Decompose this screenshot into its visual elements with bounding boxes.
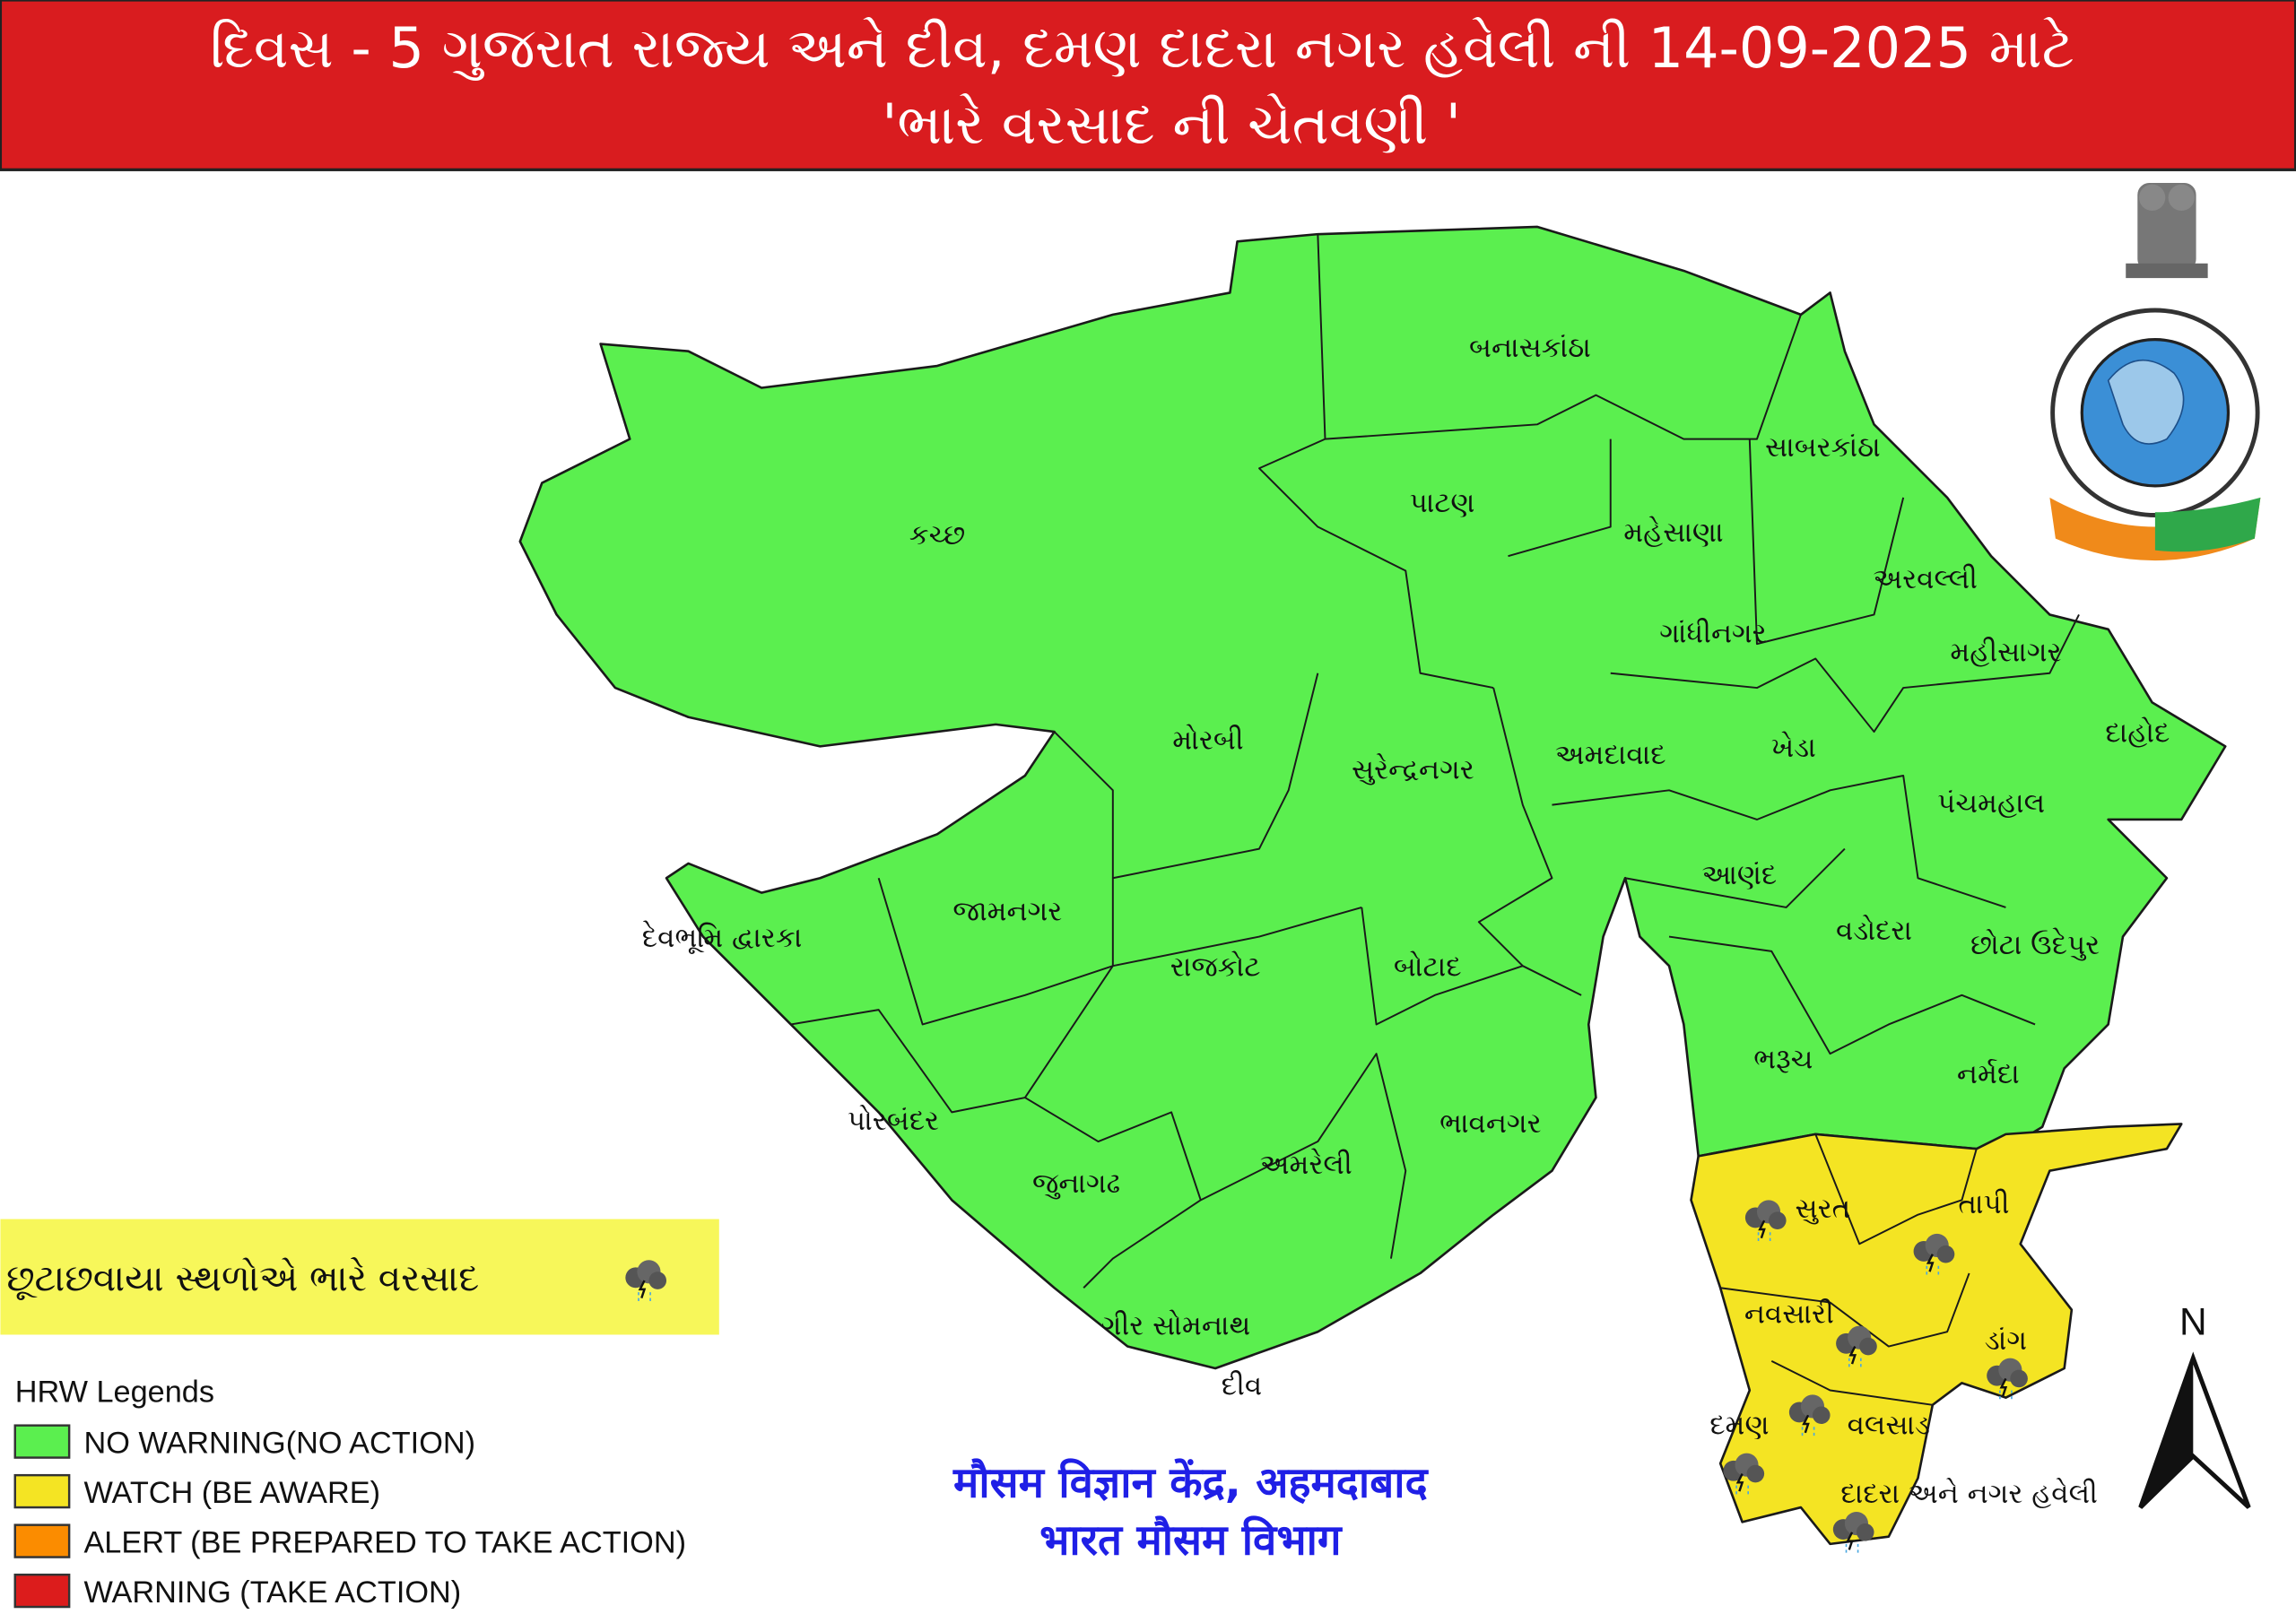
district-label: નર્મદા [1957,1058,2020,1090]
legend-swatch [13,1473,71,1509]
district-label: અમદાવાદ [1555,739,1666,771]
district-label: દમણ [1709,1409,1769,1441]
district-label: ભાવનગર [1439,1107,1541,1140]
footer-line1: मौसम विज्ञान केंद्र, अहमदाबाद [952,1458,1429,1508]
rain-icons [1723,1200,2028,1553]
note-box [0,1219,719,1335]
legend-swatch [13,1424,71,1459]
thunderstorm-rain-icon [1987,1358,2028,1400]
legend-title: HRW Legends [15,1376,214,1410]
district-label: તાપી [1958,1188,2009,1220]
district-label: અરવલ્લી [1873,563,1977,595]
district-label: ભરૂચ [1753,1043,1813,1075]
no-warning-region [518,225,2227,1370]
thunderstorm-rain-icon [1744,1200,1787,1242]
district-label: સુરેન્દ્રનગર [1352,753,1474,785]
legend-swatch [13,1573,71,1609]
district-label: નવસારી [1744,1298,1834,1330]
district-label: ખેડા [1771,731,1816,763]
district-label: દાદરા અને નગર હવેલી [1840,1478,2098,1510]
thunderstorm-rain-icon [1723,1453,1765,1495]
district-label: પંચમહાલ [1937,787,2045,820]
note-text: છૂટાછવાયા સ્થળોએ ભારે વરસાદ [6,1257,479,1301]
district-label: ડાંગ [1985,1324,2027,1357]
district-label: મોરબી [1172,725,1243,757]
district-label: વલસાડ [1848,1409,1930,1441]
thunderstorm-rain-icon [1836,1325,1877,1367]
gujarat-map [518,225,2227,1546]
legend-label: WATCH (BE AWARE) [83,1476,380,1510]
district-label: સાબરકાંઠા [1765,431,1881,464]
district-label: છોટા ઉદેપુર [1970,928,2100,962]
district-label: ગાંધીનગર [1659,617,1766,649]
legend-label: ALERT (BE PREPARED TO TAKE ACTION) [83,1526,686,1560]
district-label: બોટાદ [1394,951,1462,984]
district-label: વડોદરા [1836,915,1912,947]
district-label: આણંદ [1701,859,1777,891]
district-label: દીવ [1222,1369,1263,1402]
thunderstorm-rain-icon [625,1260,667,1301]
legend-swatch [13,1523,71,1558]
district-label: અમરેલી [1260,1149,1352,1181]
footer-line2: भारत मौसम विभाग [1039,1515,1344,1565]
thunderstorm-rain-icon [1913,1233,1955,1275]
legend: NO WARNING(NO ACTION) WATCH (BE AWARE) ALE… [13,1424,686,1610]
district-label: બનાસકાંઠા [1469,332,1591,364]
district-label: કચ્છ [909,519,965,551]
imd-logo [2049,183,2261,561]
district-label: પોરબંદર [848,1105,939,1137]
district-label: રાજકોટ [1170,951,1261,984]
legend-label: WARNING (TAKE ACTION) [83,1575,461,1610]
header-title-line2: 'ભારે વરસાદ ની ચેતવણી ' [882,91,1461,157]
district-label: પાટણ [1410,487,1475,519]
district-label: સુરત [1796,1193,1851,1225]
north-label: N [2179,1300,2207,1342]
ashoka-emblem-icon [2126,183,2208,279]
legend-label: NO WARNING(NO ACTION) [83,1427,475,1461]
district-label: ગીર સોમનાથ [1101,1309,1251,1341]
header-bar [0,0,2296,171]
district-labels: કચ્છ બનાસકાંઠા પાટણ મહેસાણા સાબરકાંઠા અરવલ્લી… [642,332,2170,1510]
district-label: મહેસાણા [1623,516,1723,549]
district-label: જુનાગઢ [1032,1167,1120,1200]
district-boundaries [790,234,2080,1406]
district-label: દાહોદ [2105,716,2170,749]
district-label: મહીસાગર [1950,637,2061,669]
district-label: દેવભૂમિ દ્વારકા [642,920,803,954]
thunderstorm-rain-icon [1788,1394,1831,1436]
thunderstorm-rain-icon [1832,1511,1874,1553]
north-arrow-icon [2138,1351,2251,1509]
district-label: જામનગર [952,896,1062,928]
header-title-line1: દિવસ - 5 ગુજરાત રાજ્ય અને દીવ, દમણ દાદરા… [210,15,2074,81]
